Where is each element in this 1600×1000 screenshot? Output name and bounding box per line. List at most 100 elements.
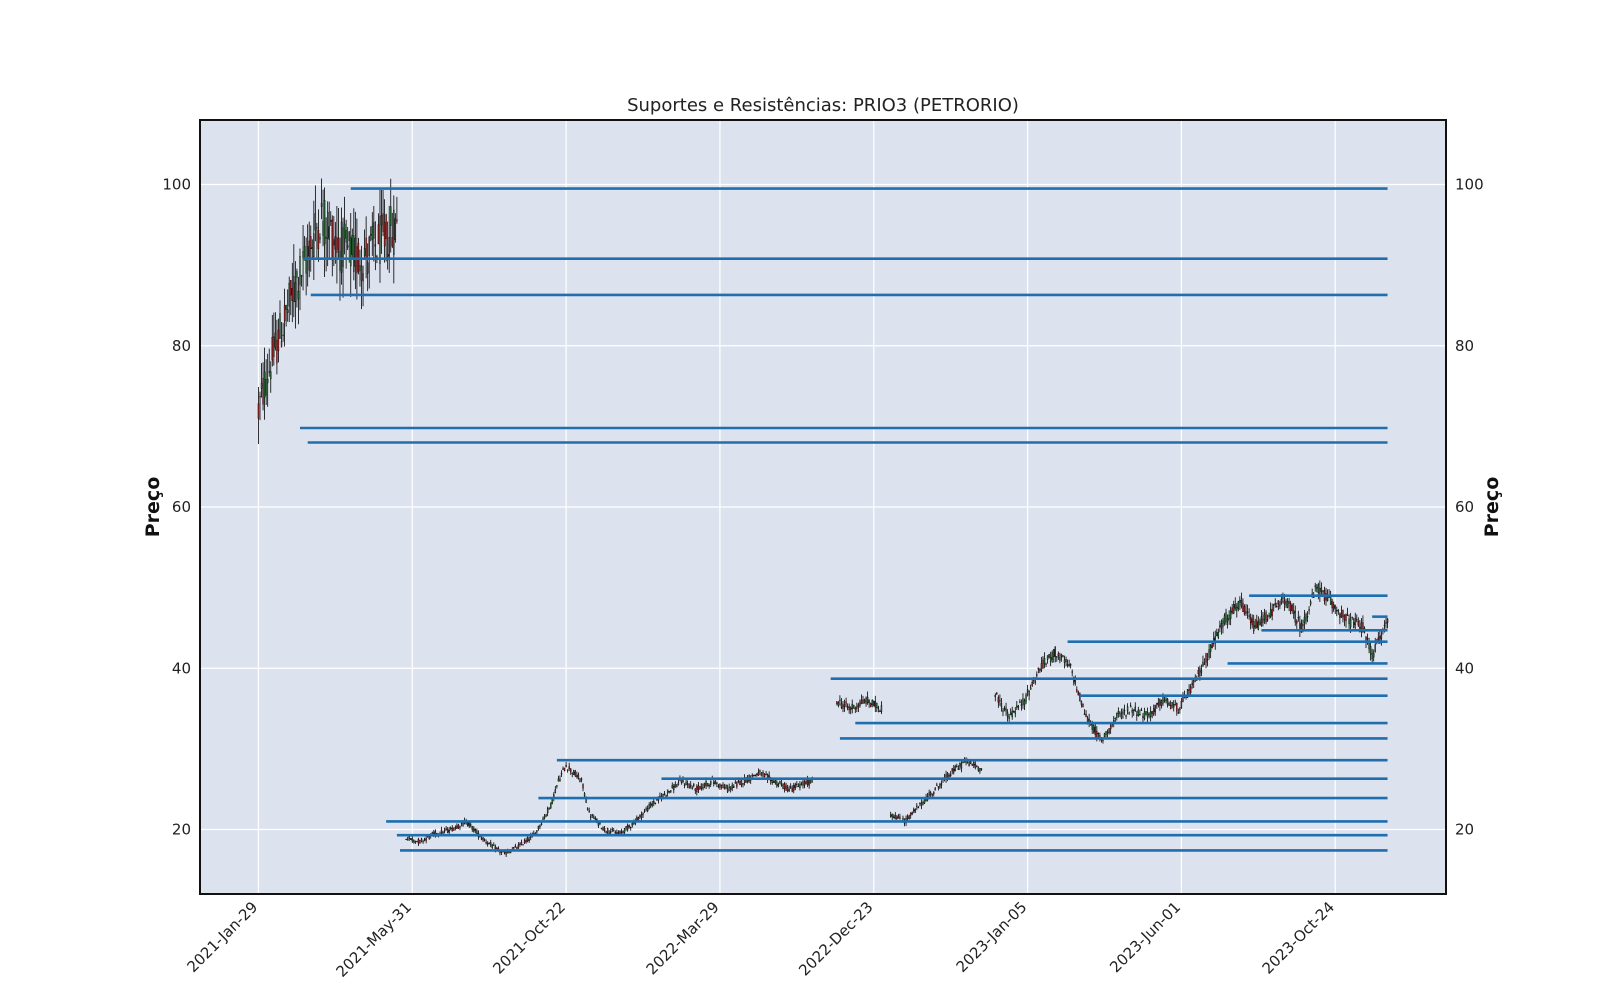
candle-body [1328,596,1330,598]
candle-body [1003,708,1006,710]
candle-body [1134,706,1136,712]
candle-body [557,778,560,782]
candle-body [420,838,423,840]
candle-body [539,825,541,828]
x-tick-label: 2022-Dec-23 [795,898,876,979]
candle-body [1349,619,1352,628]
candle-body [514,845,517,848]
candle-body [386,254,389,257]
candle-body [1219,625,1221,627]
candle-body [513,847,515,849]
candle-body [1197,670,1200,675]
candle-body [1339,614,1341,618]
y-tick-label-left: 20 [172,821,191,839]
x-tick-label: 2021-Oct-22 [489,898,569,978]
candle-body [734,782,737,784]
candle-body [600,828,603,830]
candle-body [471,826,473,830]
candle-body [1056,656,1058,658]
candle-body [611,828,613,831]
candle-body [519,843,521,845]
candle-body [1211,643,1213,648]
candle-body [1385,622,1387,624]
candle-body [703,782,706,787]
candle-body [1116,713,1118,718]
candle-body [1096,730,1098,738]
candle-body [1276,605,1278,608]
candle-body [1371,653,1373,660]
candle-body [909,812,912,816]
candle-body [836,701,838,704]
candle-body [1048,654,1050,658]
x-tick-label: 2021-Jan-29 [183,898,261,976]
candle-body [276,339,278,364]
candle-body [1179,708,1181,711]
candle-body [897,815,900,819]
candle-body [343,223,346,239]
candle-body [591,814,593,816]
candle-body [1291,605,1293,611]
candle-body [1228,614,1230,620]
candle-body [1040,663,1043,671]
candle-body [443,829,446,832]
candles [257,178,1389,857]
candle-body [716,782,718,784]
candle-body [728,786,730,788]
candle-body [1099,735,1101,737]
candle-body [1266,619,1269,621]
candle-body [803,781,806,786]
x-tick-label: 2021-May-31 [332,898,415,981]
candle-body [1106,731,1109,734]
candle-body [385,214,387,240]
candle-body [1206,659,1209,661]
candle-body [928,792,930,797]
candle-body [1053,649,1055,657]
candle-body [1145,711,1147,715]
candle-body [859,702,861,707]
candle-body [1293,610,1295,614]
candle-body [1316,587,1318,589]
candle-body [262,378,264,405]
candle-body [1273,604,1275,606]
candle-body [336,237,338,253]
candle-body [290,280,292,296]
candle-body [346,245,349,248]
candle-body [1345,614,1347,622]
candle-body [1303,616,1306,623]
candle-body [1071,671,1073,673]
y-tick-label-right: 100 [1455,176,1484,194]
candle-body [445,828,447,830]
candle-body [1309,601,1312,605]
candle-body [1156,702,1158,705]
candle-body [351,235,353,255]
candle-body [1157,702,1160,706]
candle-body [482,837,484,841]
candle-body [737,780,740,782]
candle-body [1296,620,1298,624]
candle-body [948,775,950,777]
candle-body [393,209,395,256]
candle-body [1253,621,1255,632]
y-tick-label-right: 60 [1455,498,1474,516]
candle-body [379,216,381,264]
candle-body [663,793,666,795]
candle-body [408,836,410,840]
candle-body [686,783,689,785]
candle-body [1233,604,1235,614]
candle-body [577,774,580,779]
candle-body [303,246,306,261]
x-tick-label: 2022-Mar-29 [643,898,723,978]
candle-body [793,785,795,791]
candle-body [1188,689,1190,691]
candle-body [940,783,943,786]
candle-body [466,822,469,826]
candle-body [285,305,287,310]
candle-body [608,832,610,835]
candle-body [936,784,938,786]
candle-body [1386,618,1389,624]
candle-body [671,785,673,788]
candle-body [1373,652,1375,658]
candle-body [1108,728,1110,733]
candle-body [688,784,690,789]
candle-body [1140,709,1143,711]
